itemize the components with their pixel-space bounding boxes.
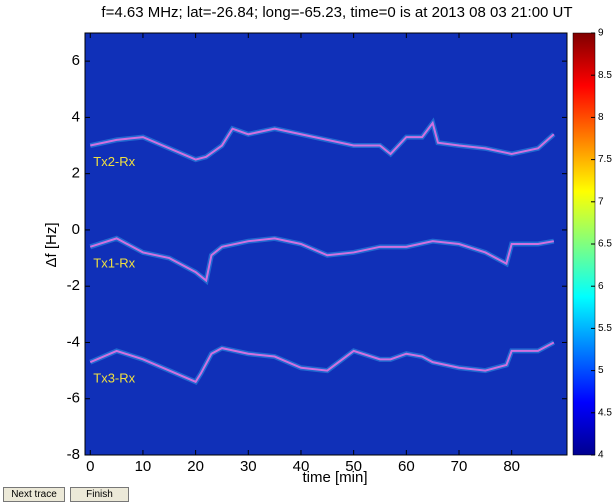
colorbar-tick-label: 7 [598,196,604,207]
y-tick-label: -6 [67,390,80,407]
y-tick-label: 0 [72,221,80,238]
colorbar-tick-label: 5 [598,365,604,376]
y-tick-label: 4 [72,108,80,125]
colorbar-tick-label: 9 [598,28,604,39]
x-tick-label: 70 [451,458,468,475]
trace-label: Tx1-Rx [93,255,135,270]
colorbar-tick-label: 4.5 [598,407,612,418]
finish-button[interactable]: Finish [70,487,129,502]
x-tick-label: 20 [187,458,204,475]
x-tick-label: 60 [398,458,415,475]
y-tick-label: -2 [67,277,80,294]
y-tick-label: 2 [72,165,80,182]
y-tick-label: -4 [67,333,80,350]
chart-title: f=4.63 MHz; lat=-26.84; long=-65.23, tim… [101,4,572,21]
x-tick-label: 40 [293,458,310,475]
x-tick-label: 0 [86,458,94,475]
trace [90,120,555,161]
trace [89,341,555,384]
colorbar-tick-label: 8.5 [598,70,612,81]
colorbar-tick-label: 8 [598,112,604,123]
colorbar-tick-label: 6 [598,281,604,292]
y-tick-label: 6 [72,52,80,69]
colorbar-tick-label: 6.5 [598,239,612,250]
trace [89,237,555,283]
colorbar-tick-label: 7.5 [598,154,612,165]
colorbar-tick-label: 4 [598,450,604,461]
x-tick-label: 10 [135,458,152,475]
x-tick-label: 30 [240,458,257,475]
next-trace-button[interactable]: Next trace [3,487,65,502]
x-tick-label: 50 [345,458,362,475]
x-axis-label: time [min] [302,469,367,486]
plot-frame [84,32,568,456]
y-axis-label: Δf [Hz] [43,222,60,267]
x-tick-label: 80 [503,458,520,475]
trace-label: Tx3-Rx [93,371,135,386]
chart: f=4.63 MHz; lat=-26.84; long=-65.23, tim… [43,4,612,486]
plot-area [85,33,567,455]
colorbar-tick-label: 5.5 [598,323,612,334]
y-tick-label: -8 [67,446,80,463]
trace-label: Tx2-Rx [93,154,135,169]
